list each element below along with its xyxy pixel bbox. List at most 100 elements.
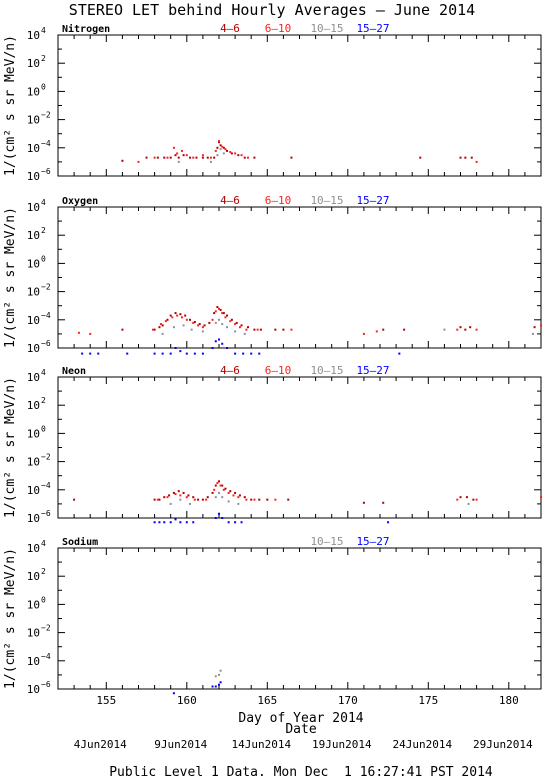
footer-text: Public Level 1 Data. Mon Dec 1 16:27:41 … — [109, 765, 493, 779]
data-point — [382, 501, 385, 504]
data-point — [221, 484, 224, 487]
data-point — [214, 675, 217, 678]
x-ticks — [57, 548, 542, 689]
data-point — [137, 160, 140, 163]
data-point — [126, 352, 129, 355]
data-point — [169, 502, 172, 505]
data-point — [213, 488, 216, 491]
y-tick-label: 10 — [27, 683, 40, 696]
data-point — [245, 498, 248, 501]
data-point — [464, 156, 467, 159]
data-point — [290, 328, 293, 331]
y-tick-label: 10 — [27, 456, 40, 469]
data-point — [153, 156, 156, 159]
data-point — [158, 521, 161, 524]
data-point — [206, 496, 209, 499]
data-point — [533, 326, 536, 329]
x-tick-label: 160 — [177, 694, 197, 707]
data-point — [172, 326, 175, 329]
data-point — [209, 156, 212, 159]
data-point — [362, 332, 365, 335]
date-label: 9Jun2014 — [154, 738, 207, 751]
data-point — [218, 512, 220, 515]
data-point — [259, 328, 262, 331]
data-point — [214, 496, 217, 499]
data-point — [158, 326, 161, 329]
data-point — [221, 145, 224, 148]
data-point — [238, 494, 241, 497]
series-10–15 — [169, 491, 470, 505]
x-ticks — [57, 207, 542, 348]
data-point — [179, 521, 182, 524]
data-point — [222, 312, 225, 315]
data-point — [287, 498, 290, 501]
data-point — [169, 156, 172, 159]
data-point — [179, 350, 182, 353]
data-point — [234, 323, 237, 326]
series-4–6 — [121, 141, 473, 162]
y-tick-exponent: −6 — [41, 339, 51, 348]
data-point — [240, 154, 243, 157]
data-point — [180, 316, 183, 319]
data-point — [459, 496, 462, 499]
y-tick-exponent: −6 — [41, 167, 51, 176]
data-point — [211, 318, 214, 321]
series-6–10 — [77, 307, 542, 335]
y-tick-label: 10 — [27, 201, 40, 214]
data-point — [153, 521, 156, 524]
y-tick-exponent: −2 — [41, 111, 51, 120]
data-point — [213, 156, 216, 159]
x-tick-label: 165 — [257, 694, 277, 707]
data-point — [219, 484, 222, 487]
data-point — [214, 310, 217, 313]
data-point — [182, 491, 185, 494]
y-ticks — [58, 206, 541, 349]
x-ticks — [57, 35, 542, 176]
y-tick-label: 10 — [27, 29, 40, 42]
legend: 4–6 6–10 10–15 15–27 — [220, 194, 390, 207]
data-point — [221, 496, 224, 499]
data-point — [459, 156, 462, 159]
data-point — [189, 156, 192, 159]
date-label: 4Jun2014 — [74, 738, 127, 751]
data-point — [531, 332, 534, 335]
data-point — [382, 328, 385, 331]
data-point — [163, 521, 166, 524]
data-point — [201, 498, 204, 501]
data-point — [192, 521, 195, 524]
legend-item: 6–10 — [265, 194, 292, 207]
data-point — [201, 352, 204, 355]
data-point — [77, 331, 80, 334]
data-point — [218, 491, 220, 494]
y-tick-exponent: −4 — [41, 139, 51, 148]
data-point — [209, 160, 212, 163]
y-tick-exponent: 0 — [41, 595, 46, 604]
data-point — [362, 501, 365, 504]
legend-item: 4–6 — [220, 364, 240, 377]
y-tick-label: 10 — [27, 170, 40, 183]
legend-item: 15–27 — [356, 22, 389, 35]
data-point — [153, 352, 156, 355]
y-tick-label: 10 — [27, 229, 40, 242]
data-point — [218, 338, 220, 341]
y-axis-label: 1/(cm² s sr MeV/n) — [3, 548, 18, 689]
data-point — [73, 498, 76, 501]
data-point — [229, 151, 232, 154]
data-point — [89, 352, 92, 355]
series-15–27 — [81, 338, 401, 355]
data-point — [197, 324, 200, 327]
data-point — [169, 314, 172, 317]
data-point — [174, 518, 177, 521]
y-tick-label: 10 — [27, 57, 40, 70]
data-point — [234, 521, 237, 524]
data-point — [214, 517, 217, 519]
data-point — [153, 328, 156, 331]
x-axis-label: Day of Year 2014 — [238, 711, 363, 726]
data-point — [206, 156, 209, 159]
panel-name: Neon — [62, 366, 86, 377]
data-point — [235, 321, 238, 324]
series-15–27 — [153, 512, 390, 524]
data-point — [224, 316, 227, 319]
data-point — [226, 326, 229, 329]
